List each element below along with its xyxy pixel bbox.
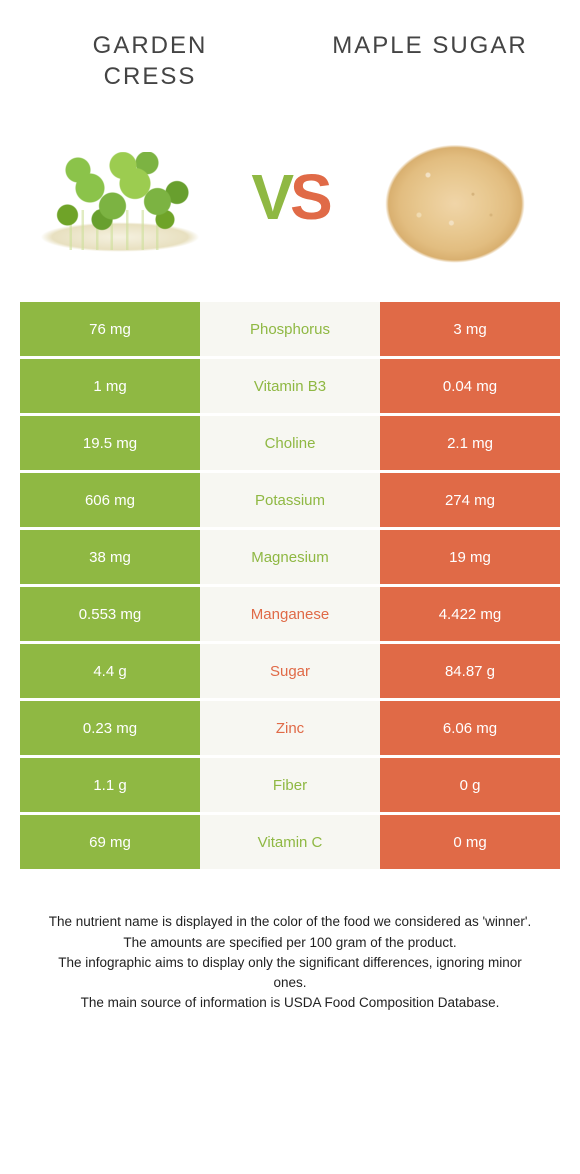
left-value: 19.5 mg xyxy=(20,416,200,470)
right-value: 274 mg xyxy=(380,473,560,527)
header: GARDEN CRESS MAPLE SUGAR xyxy=(0,0,580,102)
right-food-title: MAPLE SUGAR xyxy=(330,30,530,92)
vs-v: V xyxy=(251,161,290,233)
table-row: 1 mgVitamin B30.04 mg xyxy=(20,359,560,413)
nutrient-label: Vitamin C xyxy=(200,815,380,869)
vs-s: S xyxy=(290,161,329,233)
nutrient-label: Fiber xyxy=(200,758,380,812)
table-row: 0.553 mgManganese4.422 mg xyxy=(20,587,560,641)
right-value: 19 mg xyxy=(380,530,560,584)
nutrient-label: Potassium xyxy=(200,473,380,527)
left-value: 4.4 g xyxy=(20,644,200,698)
right-value: 4.422 mg xyxy=(380,587,560,641)
footer-line: The amounts are specified per 100 gram o… xyxy=(40,933,540,953)
table-row: 38 mgMagnesium19 mg xyxy=(20,530,560,584)
right-value: 84.87 g xyxy=(380,644,560,698)
footer-line: The infographic aims to display only the… xyxy=(40,953,540,994)
right-value: 0.04 mg xyxy=(380,359,560,413)
left-value: 38 mg xyxy=(20,530,200,584)
table-row: 606 mgPotassium274 mg xyxy=(20,473,560,527)
right-food-image xyxy=(360,122,550,272)
hero-section: VS xyxy=(0,102,580,302)
table-row: 69 mgVitamin C0 mg xyxy=(20,815,560,869)
vs-label: VS xyxy=(251,160,328,234)
left-food-title: GARDEN CRESS xyxy=(50,30,250,92)
nutrient-label: Phosphorus xyxy=(200,302,380,356)
table-row: 4.4 gSugar84.87 g xyxy=(20,644,560,698)
nutrient-label: Choline xyxy=(200,416,380,470)
left-value: 69 mg xyxy=(20,815,200,869)
nutrient-label: Manganese xyxy=(200,587,380,641)
footer-line: The nutrient name is displayed in the co… xyxy=(40,912,540,932)
right-value: 6.06 mg xyxy=(380,701,560,755)
nutrient-label: Sugar xyxy=(200,644,380,698)
table-row: 1.1 gFiber0 g xyxy=(20,758,560,812)
footer-line: The main source of information is USDA F… xyxy=(40,993,540,1013)
left-value: 0.23 mg xyxy=(20,701,200,755)
left-value: 1 mg xyxy=(20,359,200,413)
nutrient-label: Vitamin B3 xyxy=(200,359,380,413)
right-value: 0 g xyxy=(380,758,560,812)
comparison-table: 76 mgPhosphorus3 mg1 mgVitamin B30.04 mg… xyxy=(20,302,560,869)
nutrient-label: Magnesium xyxy=(200,530,380,584)
table-row: 19.5 mgCholine2.1 mg xyxy=(20,416,560,470)
table-row: 0.23 mgZinc6.06 mg xyxy=(20,701,560,755)
footer-notes: The nutrient name is displayed in the co… xyxy=(0,872,580,1013)
right-value: 0 mg xyxy=(380,815,560,869)
right-value: 2.1 mg xyxy=(380,416,560,470)
left-value: 0.553 mg xyxy=(20,587,200,641)
nutrient-label: Zinc xyxy=(200,701,380,755)
left-value: 1.1 g xyxy=(20,758,200,812)
left-value: 606 mg xyxy=(20,473,200,527)
table-row: 76 mgPhosphorus3 mg xyxy=(20,302,560,356)
left-food-image xyxy=(30,122,220,272)
left-value: 76 mg xyxy=(20,302,200,356)
right-value: 3 mg xyxy=(380,302,560,356)
